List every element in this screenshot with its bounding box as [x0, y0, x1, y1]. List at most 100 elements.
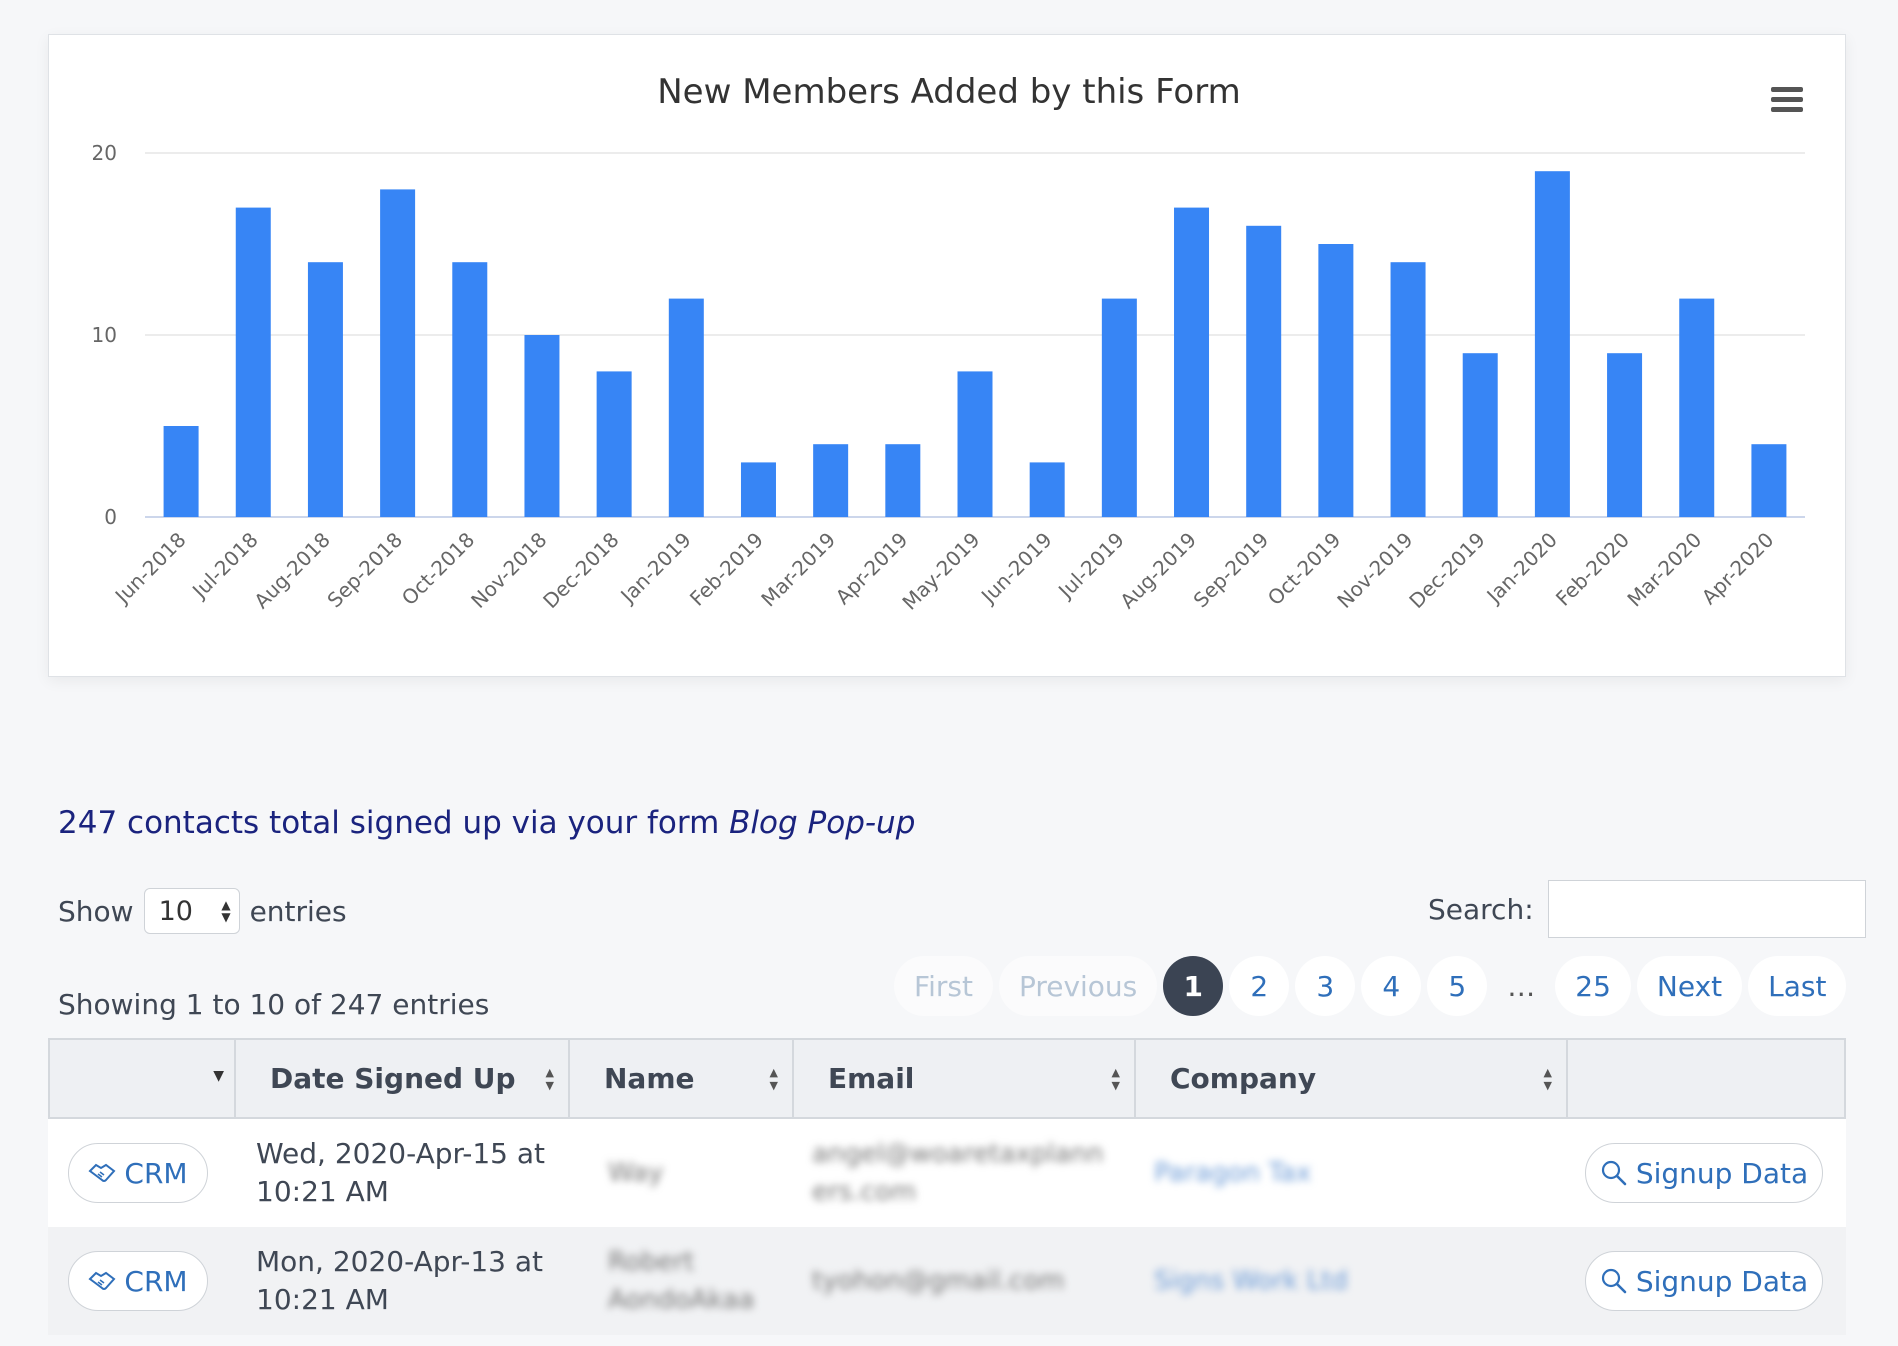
page-button-5[interactable]: 5 [1427, 956, 1488, 1016]
bar[interactable] [452, 262, 488, 517]
table-row: CRM Wed, 2020-Apr-15 at 10:21 AM Way ang… [48, 1119, 1846, 1227]
search-input[interactable] [1547, 880, 1866, 938]
column-header-signup [1568, 1040, 1844, 1117]
page-length-value: 10 [158, 895, 193, 927]
signup-data-label: Signup Data [1635, 1264, 1809, 1298]
contact-email: angel@woaretaxplann ers.com [812, 1139, 1104, 1207]
signup-summary: 247 contacts total signed up via your fo… [58, 805, 915, 841]
x-tick-label: Dec-2018 [538, 528, 623, 613]
bar[interactable] [1679, 298, 1715, 517]
x-tick-label: Nov-2019 [1332, 528, 1417, 613]
column-header-name-label: Name [604, 1062, 695, 1095]
bar[interactable] [524, 335, 560, 517]
next-page-button[interactable]: Next [1636, 956, 1743, 1016]
x-tick-label: Jan-2019 [615, 528, 696, 609]
column-header-date[interactable]: Date Signed Up ▲ ▼ [236, 1040, 570, 1117]
pagination: First Previous 1 2 3 4 5 … 25 Next Last [894, 955, 1847, 1017]
bar-chart: New Members Added by this Form 0 10 20 Jun-… [92, 72, 1805, 615]
x-tick-label: Jul-2018 [186, 528, 263, 605]
previous-page-button[interactable]: Previous [998, 956, 1158, 1016]
last-page-button[interactable]: Last [1748, 956, 1847, 1016]
page-button-3[interactable]: 3 [1295, 956, 1356, 1016]
bar[interactable] [957, 371, 993, 517]
bar[interactable] [1029, 462, 1065, 517]
bar[interactable] [1462, 353, 1498, 517]
bar[interactable] [668, 298, 704, 517]
contact-email: tyohon@gmail.com [812, 1266, 1065, 1296]
sort-icon: ▲ ▼ [1111, 1066, 1120, 1092]
signup-data-button[interactable]: Signup Data [1585, 1251, 1823, 1311]
bar[interactable] [1101, 298, 1137, 517]
x-tick-label: Aug-2018 [249, 528, 335, 614]
bar[interactable] [1390, 262, 1426, 517]
bar[interactable] [1246, 225, 1282, 518]
sort-icon: ▲ ▼ [769, 1066, 778, 1092]
bar[interactable] [1318, 244, 1354, 517]
sort-icon: ▲ ▼ [545, 1066, 554, 1092]
sort-icon: ▲ ▼ [1543, 1066, 1552, 1092]
crm-label: CRM [124, 1156, 188, 1190]
crm-label: CRM [124, 1264, 188, 1298]
bar[interactable] [380, 189, 416, 517]
bar[interactable] [813, 444, 849, 517]
form-name: Blog Pop-up [729, 805, 916, 841]
page-button-1[interactable]: 1 [1163, 956, 1224, 1016]
bar[interactable] [740, 462, 776, 517]
hamburger-menu-icon[interactable] [1769, 85, 1803, 125]
column-header-name[interactable]: Name ▲ ▼ [570, 1040, 794, 1117]
first-page-button[interactable]: First [894, 956, 993, 1016]
company-link[interactable]: Paragon Tax [1154, 1158, 1312, 1188]
page-length-control: Show 10 ▲ ▼ entries [58, 888, 347, 934]
bar[interactable] [1534, 171, 1570, 517]
search-control: Search: [1428, 880, 1866, 938]
x-tick-label: Sep-2018 [322, 528, 407, 613]
column-header-company-label: Company [1170, 1062, 1317, 1095]
y-tick-label: 0 [104, 505, 117, 529]
x-tick-label: Dec-2019 [1404, 528, 1489, 613]
pagination-ellipsis: … [1507, 969, 1536, 1003]
page-length-select[interactable]: 10 ▲ ▼ [143, 888, 240, 934]
bar[interactable] [163, 426, 199, 517]
x-tick-label: Jun-2019 [975, 528, 1057, 610]
y-tick-label: 10 [92, 323, 117, 347]
x-tick-label: Feb-2019 [685, 528, 768, 611]
bar[interactable] [596, 371, 632, 517]
bar[interactable] [885, 444, 921, 517]
x-tick-label: Mar-2020 [1622, 528, 1706, 612]
table-header: ▼ Date Signed Up ▲ ▼ Name ▲ ▼ Email ▲ ▼ Com… [48, 1038, 1846, 1119]
contacts-table: ▼ Date Signed Up ▲ ▼ Name ▲ ▼ Email ▲ ▼ Com… [48, 1038, 1846, 1335]
bar[interactable] [1607, 353, 1643, 517]
search-label: Search: [1428, 892, 1534, 926]
bar[interactable] [1751, 444, 1787, 517]
table-info: Showing 1 to 10 of 247 entries [58, 988, 490, 1021]
select-arrows-icon: ▲ ▼ [221, 898, 231, 924]
bar[interactable] [307, 262, 343, 517]
date-signed-up: Wed, 2020-Apr-15 at 10:21 AM [256, 1137, 546, 1208]
signup-data-button[interactable]: Signup Data [1585, 1143, 1823, 1203]
x-tick-label: May-2019 [897, 528, 984, 615]
crm-button[interactable]: CRM [68, 1251, 208, 1311]
sort-caret-icon: ▼ [213, 1068, 224, 1084]
chart-title: New Members Added by this Form [657, 72, 1240, 112]
x-tick-label: Aug-2019 [1115, 528, 1201, 614]
x-tick-label: Mar-2019 [756, 528, 840, 612]
column-header-date-label: Date Signed Up [270, 1062, 516, 1095]
x-tick-label: Jul-2019 [1052, 528, 1129, 605]
page-button-25[interactable]: 25 [1555, 956, 1631, 1016]
handshake-icon [88, 1163, 116, 1182]
column-header-email[interactable]: Email ▲ ▼ [794, 1040, 1136, 1117]
column-header-company[interactable]: Company ▲ ▼ [1136, 1040, 1568, 1117]
page-button-2[interactable]: 2 [1229, 956, 1290, 1016]
signup-data-label: Signup Data [1635, 1156, 1809, 1190]
x-tick-label: Sep-2019 [1189, 528, 1274, 613]
crm-button[interactable]: CRM [68, 1143, 208, 1203]
summary-text: 247 contacts total signed up via your fo… [58, 805, 730, 841]
bar[interactable] [235, 207, 271, 517]
x-tick-label: Apr-2020 [1697, 528, 1779, 610]
date-signed-up: Mon, 2020-Apr-13 at 10:21 AM [256, 1245, 543, 1316]
company-link[interactable]: Signs Work Ltd [1154, 1266, 1348, 1296]
page-button-4[interactable]: 4 [1361, 956, 1422, 1016]
bar[interactable] [1174, 207, 1210, 517]
show-label: Show [58, 894, 134, 928]
column-header-actions[interactable]: ▼ [50, 1040, 236, 1117]
